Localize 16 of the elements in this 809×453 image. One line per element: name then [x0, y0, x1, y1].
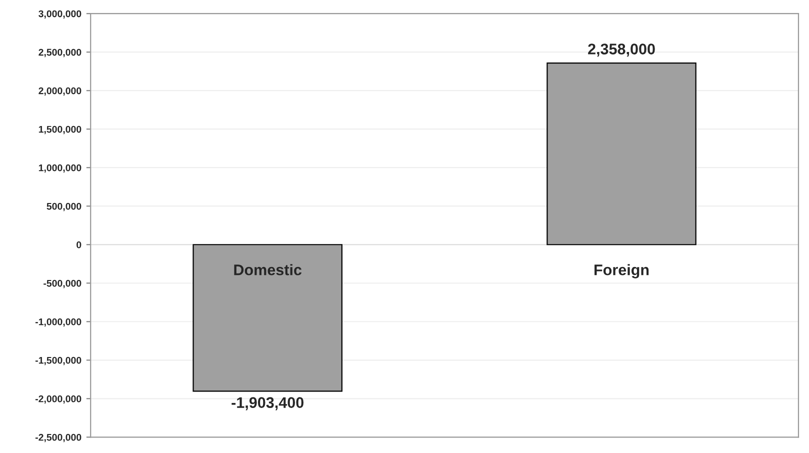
y-tick-label: 3,000,000 [38, 10, 82, 19]
data-label: -1,903,400 [232, 397, 304, 410]
y-tick-label: 2,000,000 [38, 87, 82, 96]
y-tick-label: 500,000 [46, 202, 82, 212]
x-tick-label: Foreign [594, 264, 649, 278]
y-tick-label: 1,000,000 [38, 164, 82, 173]
y-tick-label: -1,000,000 [35, 318, 82, 327]
y-tick-label: 1,500,000 [38, 126, 82, 134]
y-tick-label: 0 [76, 241, 82, 248]
y-tick-label: 2,500,000 [38, 48, 82, 58]
y-tick-label: -2,000,000 [35, 395, 82, 404]
data-label: 2,358,000 [588, 44, 655, 57]
y-tick-label: -1,500,000 [35, 356, 82, 366]
y-tick-label: -2,500,000 [35, 434, 82, 442]
x-tick-label: Domestic [234, 264, 302, 276]
y-tick-label: -500,000 [44, 280, 82, 288]
